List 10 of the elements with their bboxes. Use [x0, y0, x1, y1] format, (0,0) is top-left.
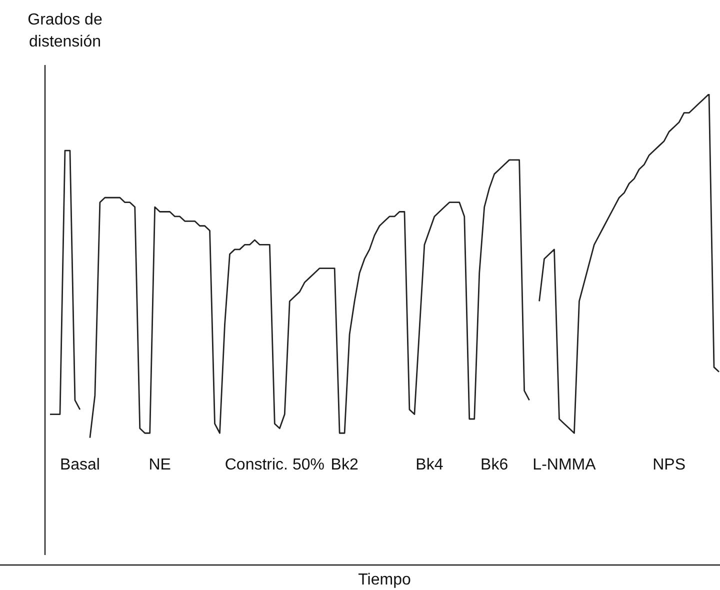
y-axis-title: Grados de distensión [28, 11, 102, 50]
x-tick-label: Bk4 [416, 456, 444, 474]
x-tick-label: Bk6 [480, 456, 508, 474]
x-axis-title: Tiempo [358, 571, 411, 588]
x-tick-label: Bk2 [330, 456, 358, 474]
x-tick-label: Basal [60, 456, 100, 474]
x-tick-label: NE [148, 456, 171, 474]
x-tick-label: Constric. 50% [224, 456, 324, 474]
x-tick-label: L-NMMA [532, 456, 596, 474]
x-tick-label: NPS [652, 456, 686, 474]
